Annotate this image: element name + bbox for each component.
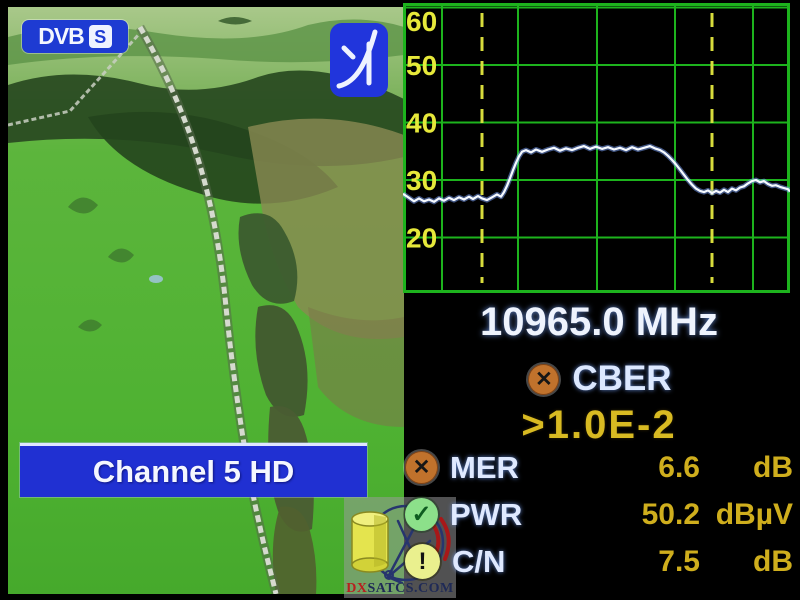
mer-label: MER [450,449,519,485]
pwr-value: 50.2 [641,497,700,531]
pwr-unit: dBµV [715,497,793,531]
cber-label: CBER [572,359,672,398]
cber-fail-x-icon: ✕ [528,363,560,395]
measurement-row-pwr: ✓ PWR 50.2 dBµV [403,491,793,538]
cber-value: >1.0E-2 [521,403,677,447]
cn-value: 7.5 [658,544,700,578]
measurement-rows: ✕ MER 6.6 dB ✓ PWR 50.2 dBµV ! C/N 7.5 d… [403,444,793,585]
frequency-readout: 10965.0 MHz [480,300,718,344]
watermark-text-dx: DX [346,581,368,596]
svg-text:50: 50 [406,50,437,81]
watermark-text: DXSATCS.COM [344,581,456,597]
cn-label: C/N [452,543,506,579]
channel-banner-label: Channel 5 HD [92,453,295,489]
svg-text:40: 40 [406,108,437,139]
channel-banner: Channel 5 HD [20,443,367,497]
dvb-s-logo: DVB S [22,20,128,53]
cn-warning-exclamation-icon: ! [405,544,440,579]
mer-fail-x-icon: ✕ [405,451,438,484]
satellite-dish-icon [330,23,388,97]
video-scene [8,7,404,594]
pwr-ok-check-icon: ✓ [405,498,438,531]
svg-text:20: 20 [406,223,437,254]
video-preview: DVB S Channel 5 HD [8,7,404,594]
watermark-text-rest: SATCS.COM [367,581,454,596]
cn-unit: dB [753,544,793,578]
dvb-s-badge: S [88,25,112,48]
spectrum-chart: 60 50 40 30 20 [403,3,790,293]
svg-text:30: 30 [406,165,437,196]
measurement-row-mer: ✕ MER 6.6 dB [403,444,793,491]
cber-row: ✕ CBER [403,359,795,399]
mer-unit: dB [753,450,793,484]
svg-text:60: 60 [406,6,437,37]
measurement-row-cn: ! C/N 7.5 dB [403,538,793,585]
dvb-logo-text: DVB [38,23,85,49]
pwr-label: PWR [450,496,523,532]
mer-value: 6.6 [658,450,700,484]
